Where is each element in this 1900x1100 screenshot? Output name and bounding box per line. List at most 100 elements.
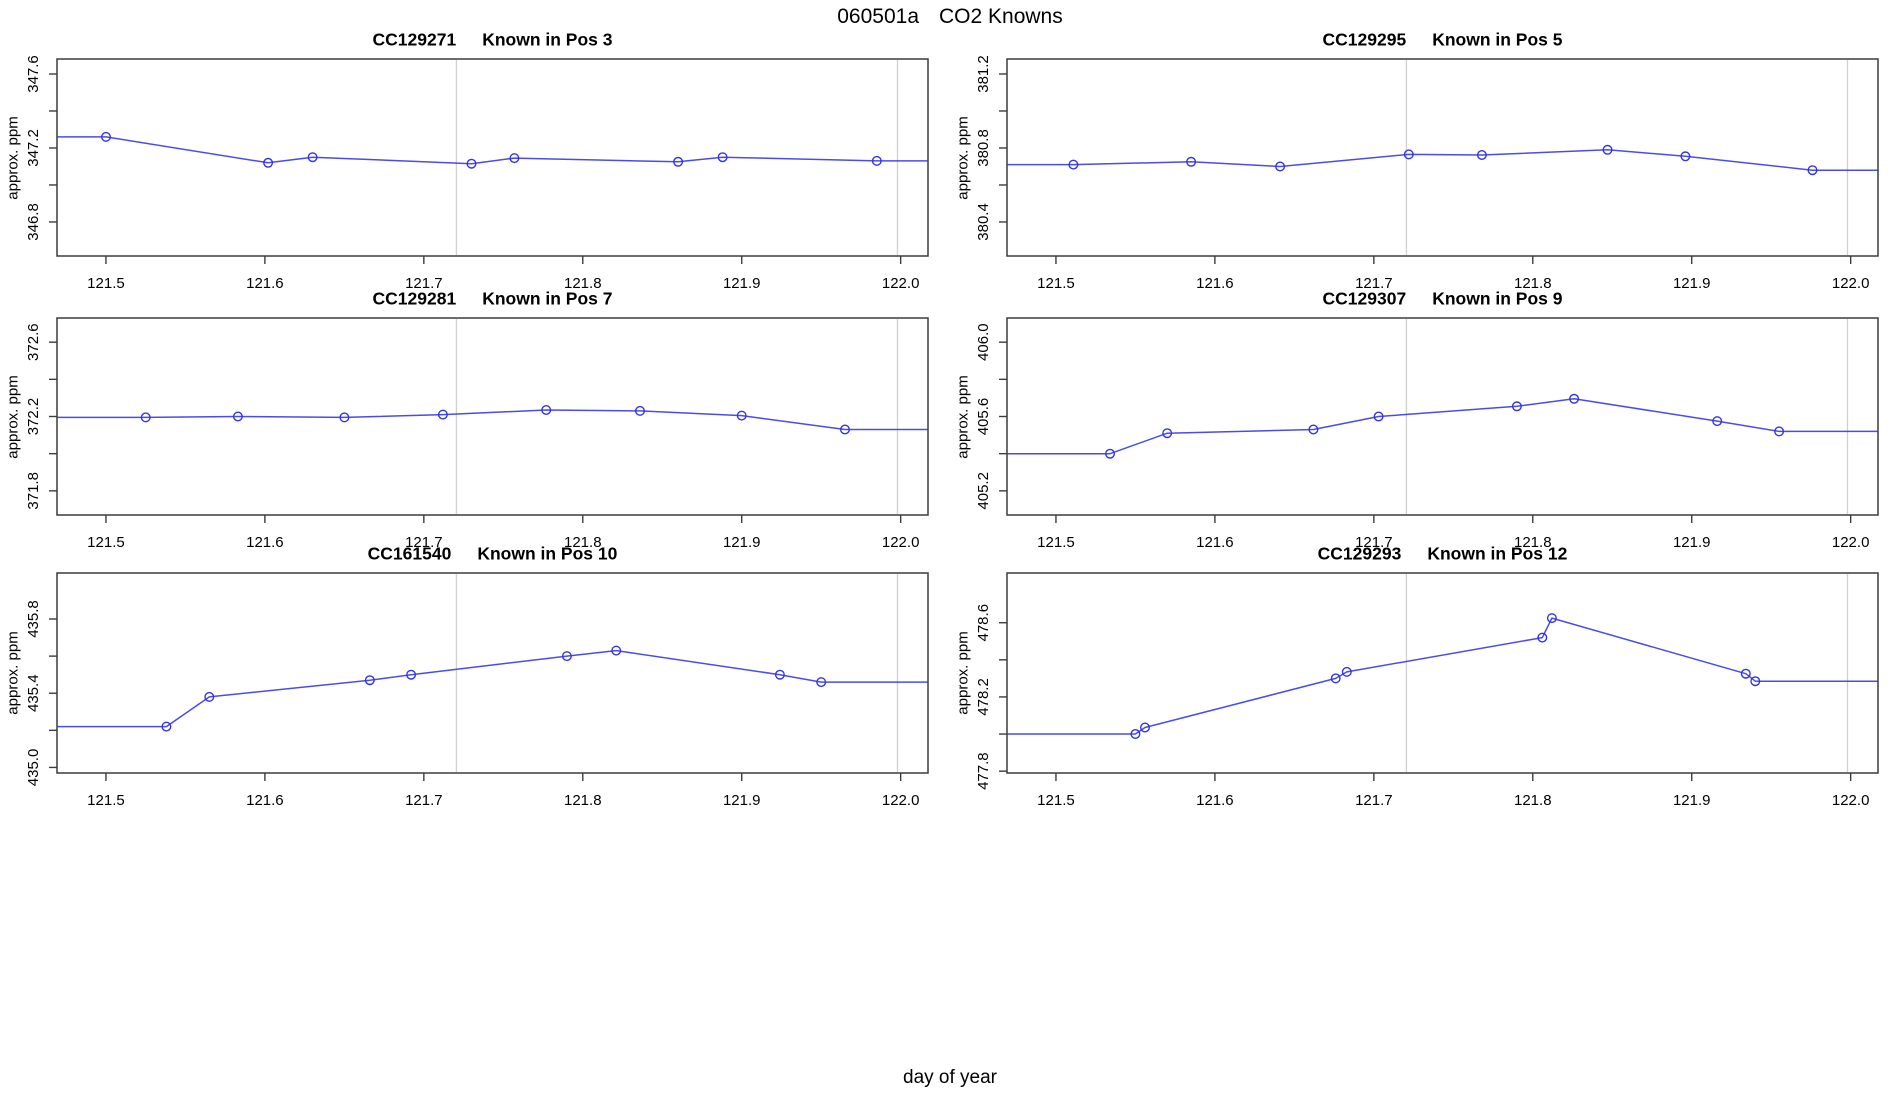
data-line <box>1007 617 1878 735</box>
data-point-marker <box>232 411 243 422</box>
cylinder-id: CC129293 <box>1317 543 1402 564</box>
y-tick-label: 478.2 <box>975 678 992 716</box>
panel-plot-CC129281: 371.8 372.2 372.6 121.5 121.6 121.7 121.8 121.9… <box>25 317 929 551</box>
cylinder-id: CC129307 <box>1322 288 1407 309</box>
data-point-marker <box>1476 149 1487 160</box>
data-point-marker <box>611 645 622 656</box>
data-point-marker <box>774 669 785 680</box>
x-tick-label: 121.9 <box>1673 792 1711 809</box>
panel-plot-CC129293: 477.8 478.2 478.6 121.5 121.6 121.7 121.8 121.9… <box>975 572 1879 809</box>
data-point-marker <box>1511 401 1522 412</box>
x-tick-label: 121.5 <box>87 534 125 551</box>
data-point-marker <box>140 412 151 423</box>
x-tick-label: 121.8 <box>564 534 602 551</box>
y-tick-label: 405.2 <box>975 472 992 510</box>
x-tick-label: 121.8 <box>1514 275 1552 292</box>
y-tick-label: 406.0 <box>975 323 992 361</box>
panel-title-pos9: CC129307 Known in Pos 9 <box>1323 289 1563 310</box>
x-tick-label: 121.5 <box>87 275 125 292</box>
x-tick-label: 121.5 <box>87 792 125 809</box>
data-point-marker <box>466 158 477 169</box>
position-label: Known in Pos 12 <box>1427 543 1568 564</box>
data-point-marker <box>673 156 684 167</box>
panel-title-pos7: CC129281 Known in Pos 7 <box>373 289 613 310</box>
y-tick-label: 346.8 <box>25 203 42 241</box>
data-point-marker <box>1807 165 1818 176</box>
cylinder-id: CC161540 <box>367 543 452 564</box>
data-point-marker <box>339 412 350 423</box>
data-point-marker <box>1130 729 1141 740</box>
x-tick-label: 121.8 <box>1514 792 1552 809</box>
data-point-marker <box>437 409 448 420</box>
x-tick-label: 121.8 <box>564 275 602 292</box>
data-line <box>1007 149 1878 171</box>
x-tick-label: 121.7 <box>405 275 443 292</box>
y-tick-label: 372.2 <box>25 398 42 436</box>
data-point-marker <box>204 691 215 702</box>
x-tick-label: 121.6 <box>246 792 284 809</box>
data-point-marker <box>717 152 728 163</box>
data-line <box>57 409 928 431</box>
panel-plot-CC129307: 405.2 405.6 406.0 121.5 121.6 121.7 121.8 121.9… <box>975 317 1879 551</box>
x-tick-label: 121.5 <box>1037 275 1075 292</box>
data-point-marker <box>1186 156 1197 167</box>
y-tick-label: 347.6 <box>25 55 42 93</box>
panel-plot-CC161540: 435.0 435.4 435.8 121.5 121.6 121.7 121.8 121.9… <box>25 572 929 809</box>
x-axis-title: day of year <box>903 1067 997 1088</box>
data-point-marker <box>263 157 274 168</box>
x-tick-label: 121.7 <box>1355 534 1393 551</box>
data-point-marker <box>1104 448 1115 459</box>
x-tick-label: 121.6 <box>1196 792 1234 809</box>
data-point-marker <box>1068 159 1079 170</box>
data-point-marker <box>561 651 572 662</box>
y-tick-label: 405.6 <box>975 398 992 436</box>
position-label: Known in Pos 9 <box>1432 288 1563 309</box>
x-tick-label: 122.0 <box>1832 534 1870 551</box>
y-tick-label: 477.8 <box>975 752 992 790</box>
data-point-marker <box>1740 668 1751 679</box>
plot-box <box>1006 58 1879 257</box>
x-tick-label: 122.0 <box>882 534 920 551</box>
data-point-marker <box>736 410 747 421</box>
x-tick-label: 121.7 <box>1355 792 1393 809</box>
data-point-marker <box>100 131 111 142</box>
cylinder-id: CC129295 <box>1322 29 1407 50</box>
plot-box <box>56 58 929 257</box>
y-tick-label: 381.2 <box>975 55 992 93</box>
data-point-marker <box>1341 666 1352 677</box>
x-tick-label: 121.6 <box>1196 275 1234 292</box>
data-point-marker <box>161 721 172 732</box>
y-tick-label: 435.8 <box>25 600 42 638</box>
y-axis-title: approx. ppm <box>4 631 22 715</box>
y-axis-title: approx. ppm <box>4 374 22 459</box>
x-tick-label: 121.9 <box>723 534 761 551</box>
data-point-marker <box>840 424 851 435</box>
data-point-marker <box>541 405 552 416</box>
x-tick-label: 121.5 <box>1037 792 1075 809</box>
x-tick-label: 121.6 <box>246 534 284 551</box>
data-point-marker <box>1275 161 1286 172</box>
panel-plot-CC129271: 346.8 347.2 347.6 121.5 121.6 121.7 121.8 121.9… <box>25 55 929 292</box>
position-label: Known in Pos 7 <box>482 288 613 309</box>
data-line <box>57 649 928 728</box>
y-tick-label: 380.8 <box>975 129 992 167</box>
y-tick-label: 347.2 <box>25 129 42 167</box>
x-tick-label: 121.8 <box>1514 534 1552 551</box>
data-point-marker <box>406 669 417 680</box>
x-tick-label: 121.7 <box>405 534 443 551</box>
x-tick-label: 121.7 <box>405 792 443 809</box>
title-subject: CO2 Knowns <box>939 5 1063 28</box>
data-point-marker <box>1308 424 1319 435</box>
data-point-marker <box>1602 144 1613 155</box>
x-tick-label: 122.0 <box>882 792 920 809</box>
panel-title-pos10: CC161540 Known in Pos 10 <box>368 544 618 565</box>
x-tick-label: 121.9 <box>723 792 761 809</box>
x-tick-label: 121.7 <box>1355 275 1393 292</box>
x-tick-label: 121.5 <box>1037 534 1075 551</box>
run-id: 060501a <box>837 5 920 28</box>
cylinder-id: CC129271 <box>372 29 457 50</box>
y-tick-label: 478.6 <box>975 604 992 642</box>
data-point-marker <box>509 153 520 164</box>
